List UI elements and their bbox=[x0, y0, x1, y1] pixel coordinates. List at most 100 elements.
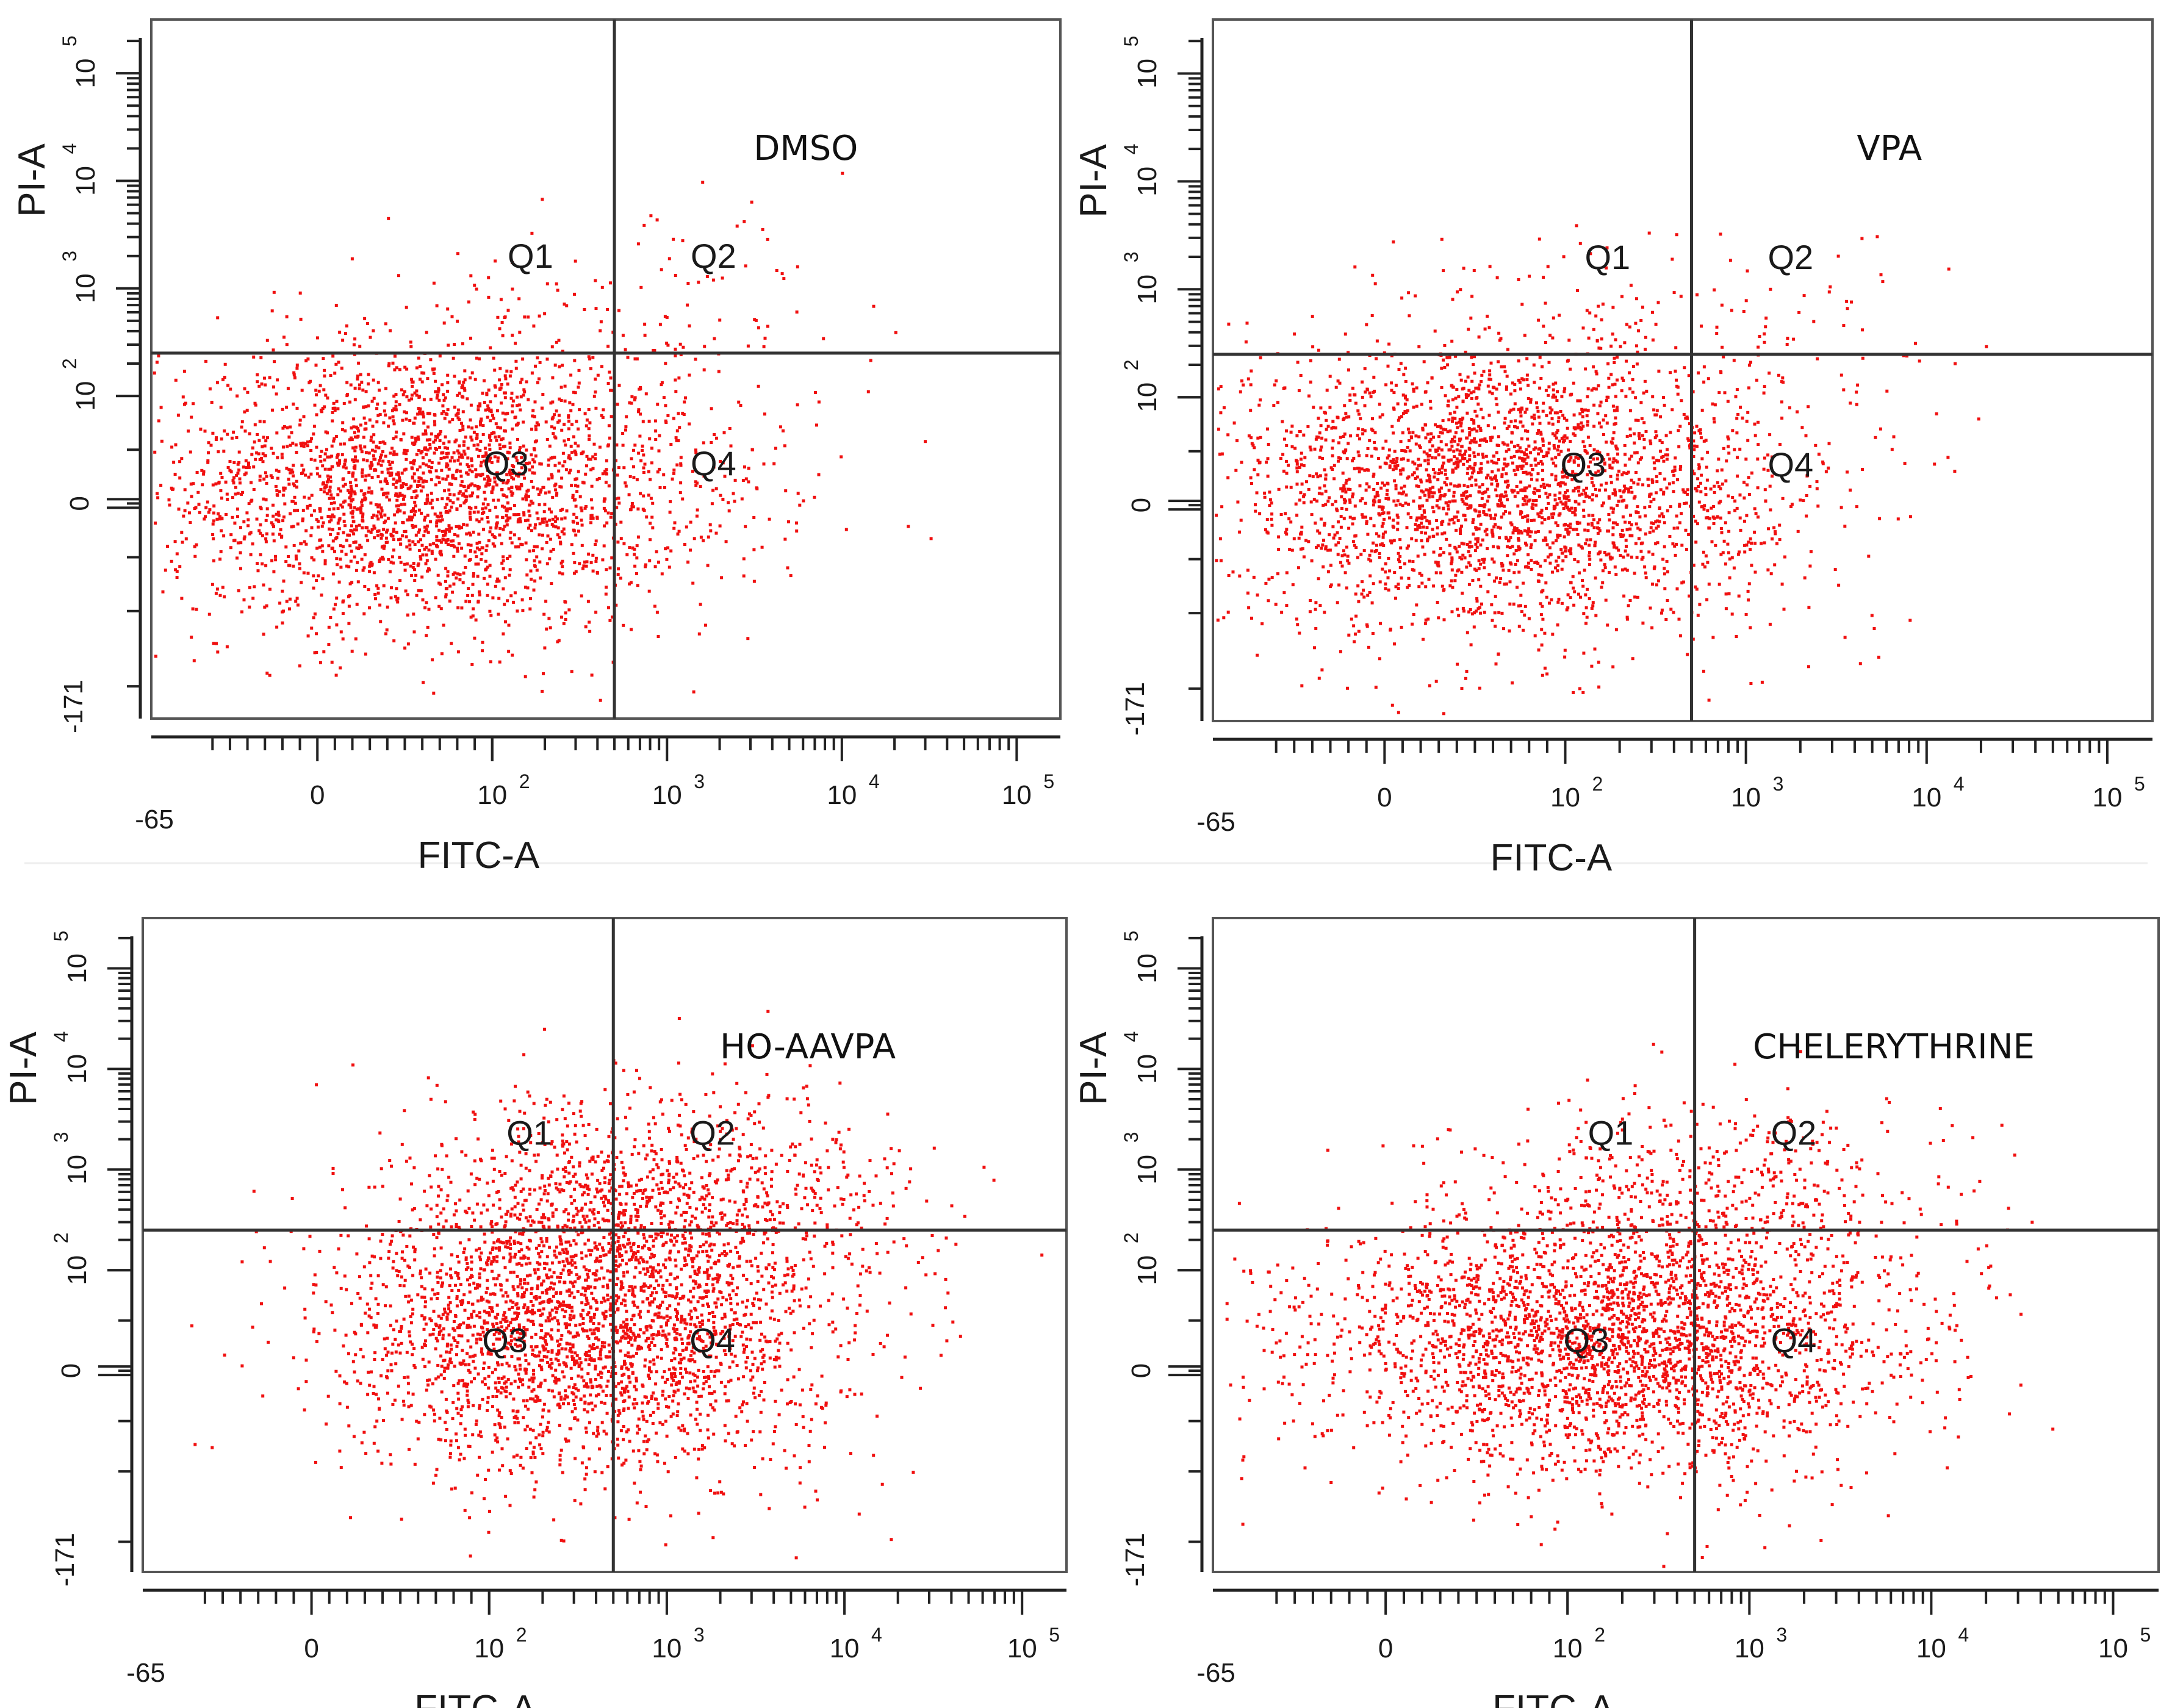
data-point bbox=[419, 407, 422, 411]
data-point bbox=[339, 565, 343, 569]
data-point bbox=[358, 383, 361, 387]
data-point bbox=[672, 417, 675, 420]
data-point bbox=[483, 379, 486, 382]
data-point bbox=[1487, 378, 1491, 381]
data-point bbox=[1491, 470, 1494, 473]
data-point bbox=[1285, 443, 1289, 447]
data-point bbox=[358, 523, 361, 527]
data-point bbox=[1445, 356, 1449, 359]
data-point bbox=[354, 484, 358, 487]
data-point bbox=[1342, 549, 1345, 553]
data-point bbox=[329, 501, 333, 505]
data-point bbox=[443, 529, 447, 533]
data-point bbox=[1469, 564, 1472, 567]
data-point bbox=[1413, 462, 1417, 465]
data-point bbox=[483, 447, 487, 450]
data-point bbox=[602, 506, 606, 510]
data-point bbox=[523, 454, 527, 458]
data-point bbox=[1381, 481, 1384, 485]
data-point bbox=[360, 500, 364, 504]
data-point bbox=[1343, 571, 1347, 575]
data-point bbox=[1343, 499, 1347, 503]
data-point bbox=[516, 437, 519, 441]
data-point bbox=[226, 498, 229, 501]
data-point bbox=[1760, 680, 1764, 684]
data-point bbox=[1323, 522, 1326, 525]
data-point bbox=[335, 596, 339, 600]
data-point bbox=[1456, 519, 1460, 522]
data-point bbox=[636, 584, 639, 587]
data-point bbox=[1235, 439, 1239, 442]
data-point bbox=[669, 549, 673, 553]
data-point bbox=[234, 486, 237, 489]
data-point bbox=[1563, 387, 1567, 390]
data-point bbox=[1478, 504, 1482, 507]
data-point bbox=[1539, 432, 1543, 436]
data-point bbox=[563, 399, 567, 403]
data-point bbox=[545, 282, 549, 285]
data-point bbox=[1763, 456, 1766, 460]
data-point bbox=[392, 561, 395, 565]
data-point bbox=[1495, 451, 1498, 454]
data-point bbox=[422, 371, 426, 375]
data-point bbox=[574, 391, 577, 395]
data-point bbox=[304, 442, 307, 445]
data-point bbox=[1552, 512, 1556, 515]
data-point bbox=[1331, 525, 1335, 529]
data-point bbox=[1426, 617, 1430, 621]
data-point bbox=[456, 547, 459, 550]
data-point bbox=[1369, 517, 1373, 520]
data-point bbox=[218, 558, 222, 561]
data-point bbox=[470, 494, 473, 498]
data-point bbox=[1519, 604, 1522, 608]
data-point bbox=[1495, 484, 1499, 488]
data-point bbox=[1496, 483, 1500, 486]
data-point bbox=[458, 381, 461, 385]
data-point bbox=[1546, 555, 1550, 559]
data-point bbox=[336, 461, 339, 465]
data-point bbox=[217, 450, 220, 454]
data-point bbox=[272, 385, 275, 389]
data-point bbox=[657, 561, 660, 564]
data-point bbox=[1766, 568, 1770, 572]
data-point bbox=[1417, 458, 1420, 461]
data-point bbox=[1548, 493, 1552, 497]
data-point bbox=[1519, 407, 1522, 411]
data-point bbox=[1300, 451, 1303, 455]
data-point bbox=[405, 306, 408, 309]
data-point bbox=[458, 455, 461, 459]
data-point bbox=[536, 487, 539, 491]
data-point bbox=[261, 460, 265, 464]
data-point bbox=[419, 365, 422, 368]
data-point bbox=[453, 459, 456, 463]
data-point bbox=[352, 343, 356, 346]
data-point bbox=[580, 594, 583, 598]
data-point bbox=[500, 382, 503, 386]
data-point bbox=[1610, 466, 1614, 470]
data-point bbox=[1361, 497, 1364, 501]
data-point bbox=[545, 627, 548, 631]
data-point bbox=[1631, 365, 1635, 368]
data-point bbox=[1573, 427, 1577, 431]
data-point bbox=[1609, 373, 1613, 376]
data-point bbox=[342, 599, 345, 603]
data-point bbox=[392, 483, 395, 486]
data-point bbox=[650, 447, 653, 450]
data-point bbox=[1636, 350, 1639, 354]
data-point bbox=[469, 436, 473, 439]
data-point bbox=[382, 547, 386, 550]
data-point bbox=[574, 453, 578, 456]
data-point bbox=[327, 467, 331, 471]
data-point bbox=[204, 359, 207, 363]
data-point bbox=[342, 531, 345, 534]
data-point bbox=[405, 458, 408, 461]
data-point bbox=[452, 493, 456, 497]
data-point bbox=[1562, 507, 1566, 510]
data-point bbox=[391, 415, 395, 418]
data-point bbox=[510, 392, 514, 395]
data-point bbox=[1549, 553, 1553, 556]
data-point bbox=[617, 567, 620, 571]
data-point bbox=[1455, 448, 1459, 452]
data-point bbox=[603, 509, 607, 512]
data-point bbox=[782, 277, 786, 281]
